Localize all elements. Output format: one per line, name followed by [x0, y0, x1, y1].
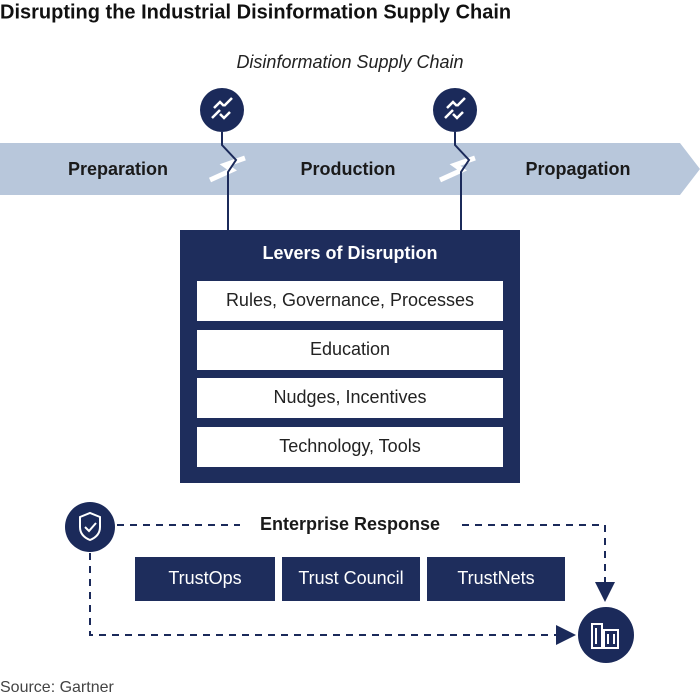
stage-label: Propagation: [525, 159, 630, 179]
break: [438, 155, 476, 183]
building-icon: [578, 607, 634, 663]
chain-icon-glyph: [444, 97, 466, 120]
shield-icon: [65, 502, 115, 552]
enterprise-title: Enterprise Response: [260, 514, 440, 534]
dashed-arrow: [89, 553, 576, 645]
response-label: Trust Council: [298, 568, 403, 588]
building-glyph: [591, 623, 619, 649]
lever-box: [197, 281, 503, 321]
lever-label: Technology, Tools: [279, 436, 420, 456]
response-box: [135, 557, 275, 601]
connector: [454, 132, 471, 230]
lever-label: Education: [310, 339, 390, 359]
shield-glyph: [79, 511, 101, 542]
chain-icon: [200, 88, 244, 132]
response-box: [282, 557, 420, 601]
lever-label: Nudges, Incentives: [273, 387, 426, 407]
lever-box: [197, 330, 503, 370]
source: Source: Gartner: [0, 679, 115, 696]
lever-label: Rules, Governance, Processes: [226, 290, 474, 310]
stage-label: Production: [301, 159, 396, 179]
stage-label: Preparation: [68, 159, 168, 179]
chain-icon-glyph: [211, 97, 233, 120]
response-label: TrustNets: [457, 568, 534, 588]
dashed-arrow: [462, 524, 615, 602]
response-label: TrustOps: [168, 568, 241, 588]
lever-box: [197, 427, 503, 467]
connector: [221, 132, 238, 230]
chain-icon: [433, 88, 477, 132]
subtitle: Disinformation Supply Chain: [236, 52, 463, 72]
supply-chain-band: [0, 143, 700, 195]
response-box: [427, 557, 565, 601]
levers-title: Levers of Disruption: [262, 243, 437, 263]
title: Disrupting the Industrial Disinformation…: [0, 1, 511, 23]
lever-box: [197, 378, 503, 418]
